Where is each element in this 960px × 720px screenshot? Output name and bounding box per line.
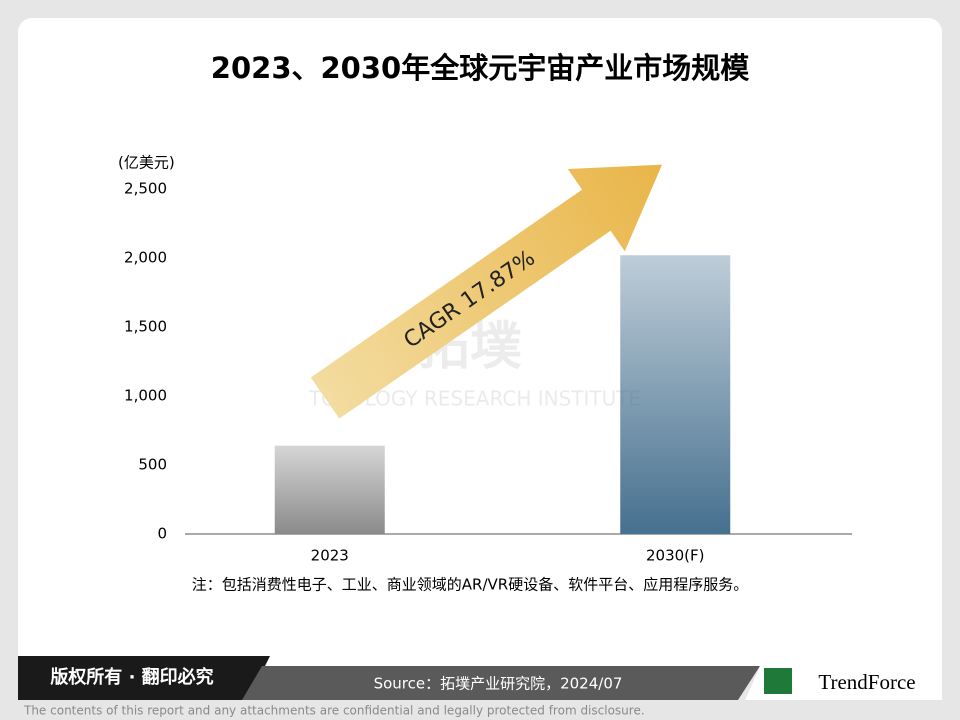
x-tick-label: 2030(F): [646, 547, 705, 565]
y-tick-label: 500: [138, 456, 167, 474]
brand-icon: [764, 668, 792, 694]
y-tick-label: 0: [157, 525, 167, 543]
y-tick-label: 1,500: [124, 318, 167, 336]
rights-bar: [18, 656, 270, 700]
source-text: Source：拓墣产业研究院，2024/07: [374, 675, 623, 693]
disclaimer: The contents of this report and any atta…: [23, 704, 645, 718]
bar: [620, 255, 731, 535]
source-bar: [242, 666, 760, 700]
brand-name: TrendForce: [818, 670, 915, 694]
y-axis-label: (亿美元): [118, 154, 175, 172]
brand-area: [745, 640, 942, 700]
y-tick-label: 2,000: [124, 249, 167, 267]
note: 注：包括消费性电子、工业、商业领域的AR/VR硬设备、软件平台、应用程序服务。: [192, 576, 748, 594]
bar: [274, 445, 385, 534]
y-tick-label: 1,000: [124, 387, 167, 405]
arrow-shape: [310, 164, 663, 419]
x-tick-label: 2023: [311, 547, 349, 565]
y-tick-label: 2,500: [124, 180, 167, 198]
chart-title: 2023、2030年全球元宇宙产业市场规模: [211, 51, 750, 85]
rights-text: 版权所有 · 翻印必究: [50, 666, 213, 688]
